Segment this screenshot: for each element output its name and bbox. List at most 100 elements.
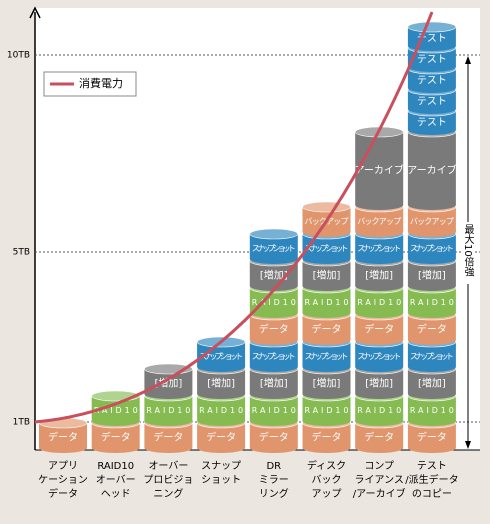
cylinder-body bbox=[407, 111, 456, 130]
x-axis-label: オーバー bbox=[148, 460, 188, 472]
storage-stack: データ bbox=[38, 417, 88, 453]
segment-label: バックアップ bbox=[357, 217, 401, 226]
storage-stack: データRAID10[増加]スナップショットデータRAID10[増加]スナップショ… bbox=[407, 21, 457, 453]
segment-label: RAID10 bbox=[410, 298, 454, 307]
segment-label: テスト bbox=[417, 55, 447, 66]
cylinder-body bbox=[407, 69, 456, 88]
segment-label: [増加] bbox=[313, 377, 341, 390]
x-axis-label: ディスク bbox=[307, 459, 346, 472]
x-axis-label: リング bbox=[259, 487, 289, 500]
segment-label: RAID10 bbox=[305, 406, 349, 415]
y-axis-label: 5TB bbox=[13, 248, 30, 258]
segment-label: テスト bbox=[417, 118, 447, 129]
x-axis-label: テスト bbox=[417, 461, 447, 472]
segment-label: バックアップ bbox=[410, 217, 454, 226]
cylinder-body bbox=[407, 132, 456, 205]
x-axis-label: ケーション bbox=[38, 474, 88, 486]
power-curve bbox=[34, 11, 434, 424]
segment-label: スナップショット bbox=[357, 244, 401, 253]
segment-label: RAID10 bbox=[146, 406, 190, 415]
x-axis-label: ヘッド bbox=[101, 489, 131, 500]
segment-label: スナップショット bbox=[410, 352, 454, 361]
segment-label: スナップショット bbox=[410, 244, 454, 253]
segment-label: [増加] bbox=[418, 377, 446, 390]
x-axis-label: ニング bbox=[153, 487, 183, 500]
storage-stack: データRAID10[増加]スナップショットデータRAID10[増加]スナップショ… bbox=[354, 126, 404, 453]
segment-label: [増加] bbox=[418, 269, 446, 282]
segment-label: データ bbox=[259, 431, 289, 444]
storage-stack: データ RAID10 [増加] スナップショット bbox=[196, 336, 246, 453]
x-axis-label: アップ bbox=[312, 488, 342, 500]
storage-stack: データRAID10[増加]スナップショットデータRAID10[増加]スナップショ… bbox=[249, 228, 299, 453]
legend-label: 消費電力 bbox=[79, 76, 123, 90]
segment-label: データ bbox=[417, 323, 447, 336]
x-axis-label: RAID10 bbox=[97, 461, 134, 472]
segment-label: データ bbox=[101, 431, 131, 444]
segment-label: データ bbox=[206, 431, 236, 444]
segment-label: スナップショット bbox=[305, 352, 349, 361]
x-axis-label: バック bbox=[312, 474, 342, 486]
y-axis-label: 1TB bbox=[13, 418, 30, 428]
segment-label: RAID10 bbox=[305, 298, 349, 307]
x-axis-label: ライアンス bbox=[354, 474, 403, 486]
segment-label: スナップショット bbox=[357, 352, 401, 361]
segment-label: [増加] bbox=[260, 377, 288, 390]
segment-label: [増加] bbox=[154, 377, 182, 390]
segment-label: テスト bbox=[417, 97, 447, 108]
y-axis-arrow bbox=[29, 6, 41, 19]
segment-label: スナップショット bbox=[305, 244, 349, 253]
x-axis-label: DR bbox=[266, 461, 281, 472]
segment-label: [増加] bbox=[365, 377, 393, 390]
cylinder-body bbox=[407, 48, 456, 67]
segment-label: データ bbox=[312, 323, 342, 336]
annotation-bg bbox=[461, 222, 475, 284]
segment-label: RAID10 bbox=[410, 406, 454, 415]
cylinder-body bbox=[355, 132, 404, 205]
x-axis-label: コンプ bbox=[364, 460, 394, 472]
segment-label: データ bbox=[417, 431, 447, 444]
cylinder-body bbox=[407, 90, 456, 109]
segment-label: テスト bbox=[417, 76, 447, 87]
segment-label: アーカイブ bbox=[407, 164, 456, 177]
segment-label: データ bbox=[153, 431, 183, 444]
segment-label: [増加] bbox=[365, 269, 393, 282]
segment-label: RAID10 bbox=[252, 406, 296, 415]
cylinder-top bbox=[407, 21, 457, 33]
storage-stack: データ RAID10 [増加] bbox=[144, 363, 193, 453]
segment-label: スナップショット bbox=[199, 352, 243, 361]
x-axis-label: /派生データ bbox=[405, 473, 458, 486]
x-axis-label: ショット bbox=[201, 475, 241, 486]
y-axis-label: 10TB bbox=[7, 51, 30, 61]
x-axis-label: ミラー bbox=[259, 474, 289, 486]
segment-label: RAID10 bbox=[357, 406, 401, 415]
segment-label: RAID10 bbox=[357, 298, 401, 307]
x-axis-label: オーバー bbox=[96, 474, 136, 486]
cylinder-top bbox=[302, 201, 351, 213]
segment-label: RAID10 bbox=[199, 406, 243, 415]
x-axis-label: アプリ bbox=[48, 460, 78, 472]
annotation: 最大10倍強 bbox=[462, 224, 474, 278]
segment-label: RAID10 bbox=[94, 406, 138, 415]
segment-label: [増加] bbox=[260, 269, 288, 282]
segment-label: データ bbox=[48, 431, 78, 444]
segment-label: データ bbox=[259, 323, 289, 336]
cylinder-top bbox=[249, 228, 299, 240]
segment-label: [増加] bbox=[313, 269, 341, 282]
segment-label: [増加] bbox=[207, 377, 235, 390]
x-axis-label: データ bbox=[48, 487, 78, 500]
segment-label: データ bbox=[364, 323, 394, 336]
x-axis-label: プロビジョ bbox=[143, 474, 193, 486]
x-axis-label: スナップ bbox=[201, 460, 241, 472]
x-axis-label: のコピー bbox=[412, 488, 452, 500]
segment-label: スナップショット bbox=[252, 244, 296, 253]
x-axis-label: /アーカイブ bbox=[353, 487, 406, 500]
segment-label: データ bbox=[364, 431, 394, 444]
storage-stack: データRAID10[増加]スナップショットデータRAID10[増加]スナップショ… bbox=[302, 201, 351, 453]
segment-label: RAID10 bbox=[252, 298, 296, 307]
storage-stack: データ RAID10 bbox=[91, 390, 140, 453]
segment-label: データ bbox=[312, 431, 342, 444]
segment-label: アーカイブ bbox=[354, 164, 403, 177]
segment-label: テスト bbox=[417, 34, 447, 45]
segment-label: スナップショット bbox=[252, 352, 296, 361]
